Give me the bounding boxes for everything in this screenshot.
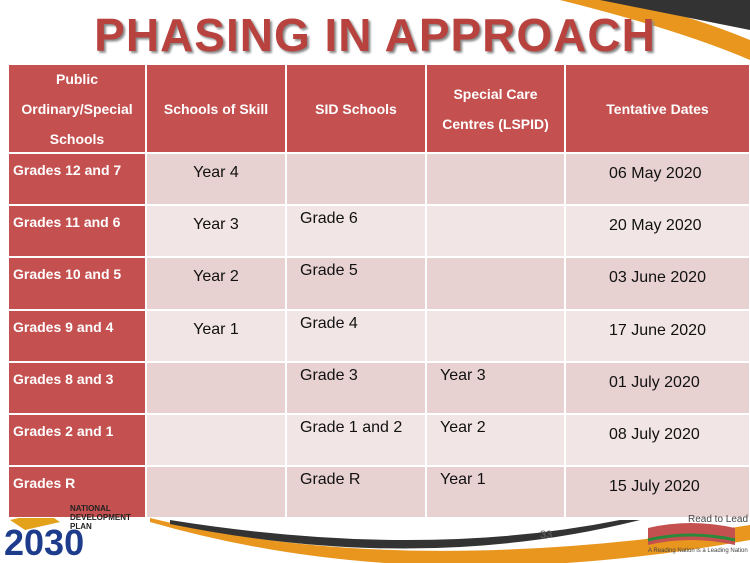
cell-text: SID Schools [315,100,397,117]
cell-text: Grade 6 [300,210,358,228]
header-cell: SID Schools [286,64,426,153]
row-header: Grades 8 and 3 [8,361,146,414]
table-cell: 06 May 2020 [565,153,750,206]
table-cell [146,361,286,414]
cell-text: 08 July 2020 [609,426,700,443]
cell-text: Grades 8 and 3 [13,370,114,387]
table-cell: 15 July 2020 [565,466,750,519]
cell-text: Year 3 [193,216,239,234]
table-cell: 01 July 2020 [565,361,750,414]
table-cell [426,153,565,206]
cell-text: Grades 12 and 7 [13,162,122,178]
cell-text: 03 June 2020 [609,269,706,287]
row-header: Grades 10 and 5 [8,257,146,310]
table-cell: 17 June 2020 [565,309,750,362]
cell-text: Year 1 [440,471,486,489]
table-cell: Year 1 [426,466,565,519]
page-number: 33 [540,529,553,541]
table-cell: Year 2 [426,414,565,467]
cell-text: Grades 2 and 1 [13,423,114,439]
table-cell [286,153,426,206]
table-cell [146,414,286,467]
cell-text: Grade R [300,471,361,489]
table-cell: 20 May 2020 [565,205,750,258]
table-cell: 03 June 2020 [565,257,750,310]
cell-text: 15 July 2020 [609,478,700,496]
row-header: Grades R [8,466,146,519]
cell-text: Grades 10 and 5 [13,266,122,283]
table-cell: Year 2 [146,257,286,310]
header-cell: Special Care Centres (LSPID) [426,64,565,153]
cell-text: Year 2 [440,419,486,436]
cell-text: Grade 4 [300,314,358,332]
slide-title: PHASING IN APPROACH [94,9,656,61]
row-header: Grades 9 and 4 [8,309,146,362]
cell-text: Grades 11 and 6 [13,214,121,231]
cell-text: Year 1 [193,320,239,338]
table-cell: Year 4 [146,153,286,206]
header-cell: Tentative Dates [565,64,750,153]
cell-text: Grade 5 [300,262,358,280]
row-header: Grades 11 and 6 [8,205,146,258]
table-cell: Year 3 [146,205,286,258]
read-logo: Read to Lead [688,514,749,525]
cell-text: Special Care Centres (LSPID) [442,85,549,132]
header-cell: Public Ordinary/Special Schools [8,64,146,153]
table-cell [426,205,565,258]
table-cell: Grade 6 [286,205,426,258]
ndp-year: 2030 [4,522,85,563]
table-cell: Grade 3 [286,361,426,414]
cell-text: 20 May 2020 [609,217,702,235]
table-cell: 08 July 2020 [565,414,750,467]
row-header: Grades 12 and 7 [8,153,146,206]
table-cell [426,309,565,362]
header-cell: Schools of Skill [146,64,286,153]
cell-text: 01 July 2020 [609,373,700,391]
table-cell: Grade 5 [286,257,426,310]
table-cell [146,466,286,519]
cell-text: Tentative Dates [606,100,709,117]
table-cell: Grade R [286,466,426,519]
cell-text: Public Ordinary/Special Schools [21,70,133,147]
table-cell: Year 1 [146,309,286,362]
table-cell: Grade 1 and 2 [286,414,426,467]
cell-text: Year 3 [440,366,486,384]
table-cell: Year 3 [426,361,565,414]
cell-text: Grades 9 and 4 [13,318,114,335]
cell-text: Year 4 [193,164,239,181]
cell-text: Year 2 [193,268,239,286]
cell-text: Schools of Skill [163,100,269,117]
table-cell [426,257,565,310]
cell-text: 06 May 2020 [609,165,702,182]
read-tagline: A Reading Nation is a Leading Nation [648,548,748,554]
cell-text: Grades R [13,475,76,492]
cell-text: Grade 3 [300,366,358,384]
ndp-label: NATIONAL DEVELOPMENT PLAN [70,504,131,531]
cell-text: 17 June 2020 [609,321,706,339]
cell-text: Grade 1 and 2 [300,419,403,436]
row-header: Grades 2 and 1 [8,414,146,467]
table-cell: Grade 4 [286,309,426,362]
